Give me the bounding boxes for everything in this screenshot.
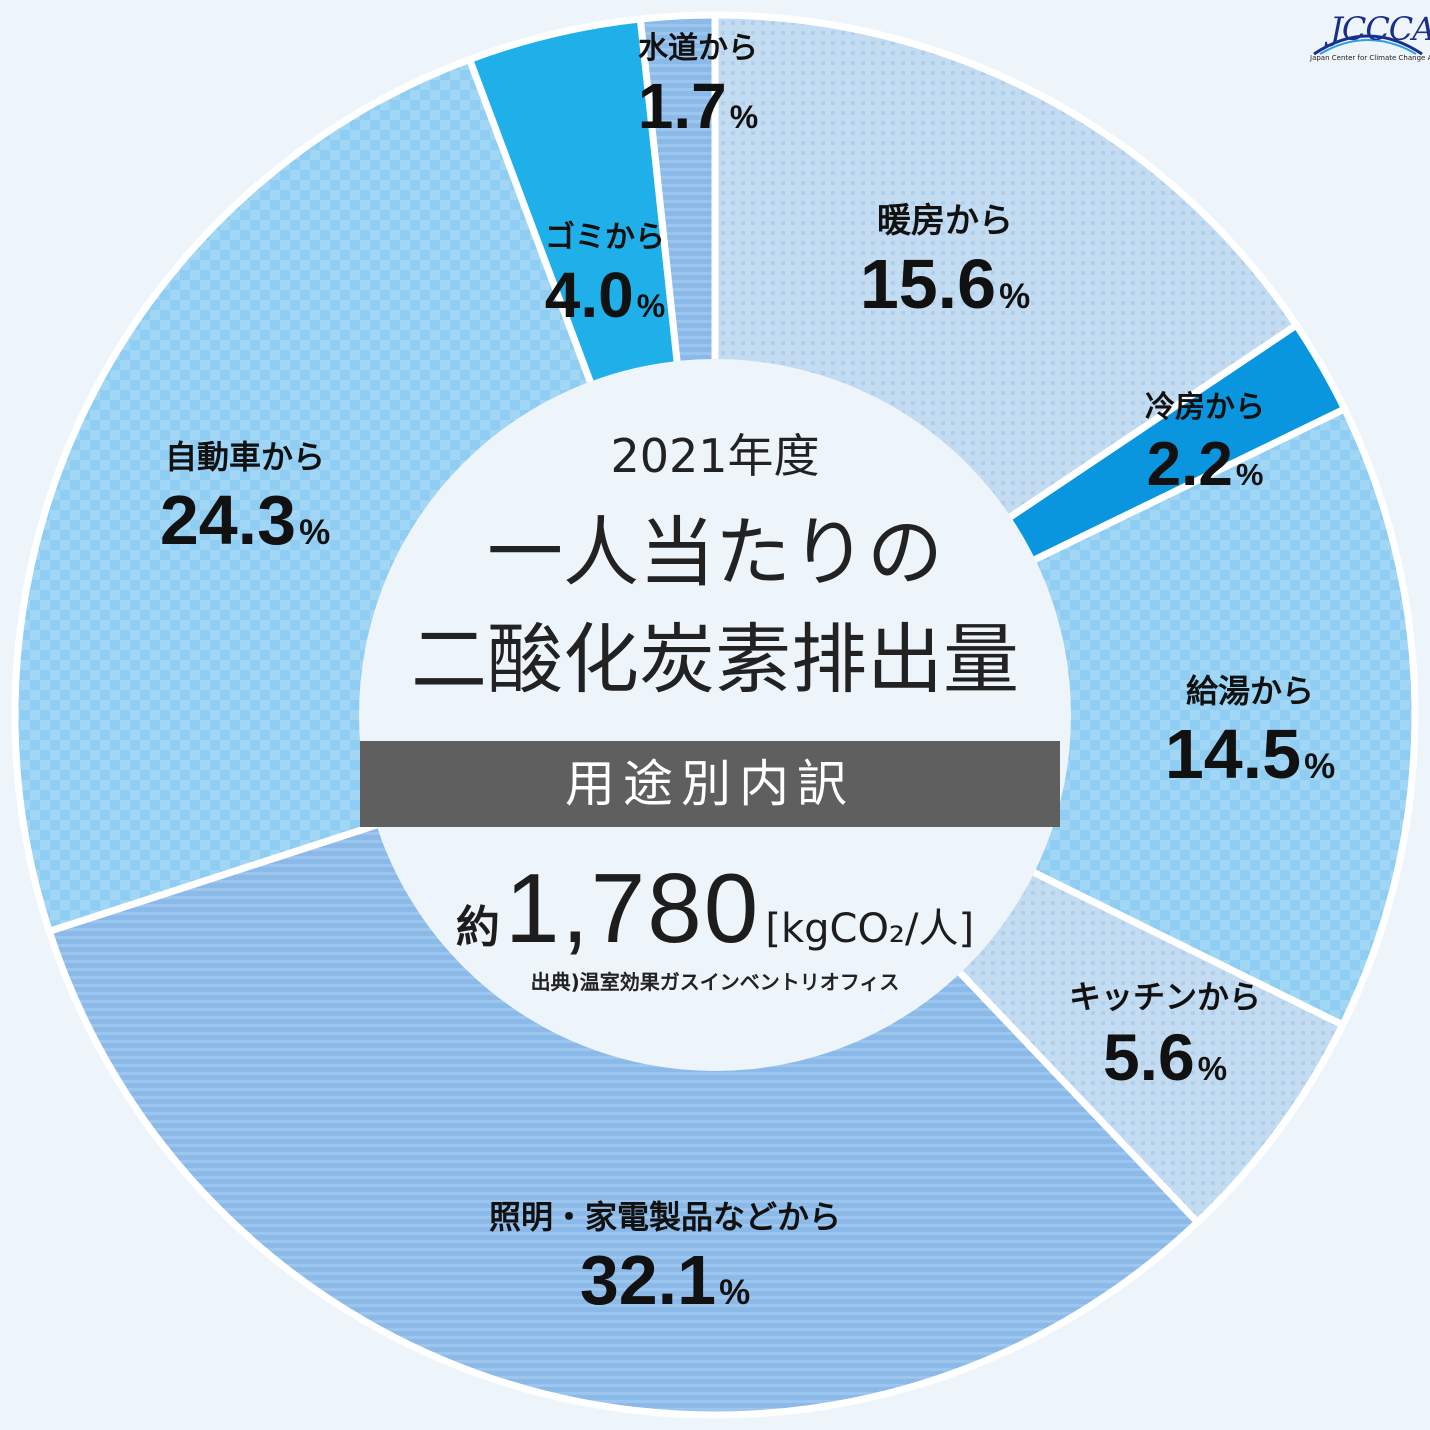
chart-title-line1: 一人当たりの [487, 508, 943, 597]
total-unit: [kgCO₂/人] [765, 906, 975, 952]
slice-label: 水道から [638, 31, 758, 66]
logo-arc-icon [1313, 34, 1423, 56]
chart-subtitle: 2021年度 [610, 429, 820, 483]
slice-labels: 暖房から15.6%冷房から2.2%給湯から14.5%キッチンから5.6%照明・家… [160, 31, 1335, 1319]
slice-label: キッチンから [1069, 978, 1261, 1016]
slice-label: 自動車から [165, 438, 325, 476]
slice-label: 冷房から [1145, 390, 1265, 425]
chart-title-line2: 二酸化炭素排出量 [411, 615, 1019, 704]
pie-slice [45, 711, 1201, 1419]
slice-label: 暖房から [877, 201, 1013, 241]
total-emissions: 約 1,780 [kgCO₂/人] [0, 852, 1430, 965]
donut-hole [359, 359, 1071, 1071]
logo-text: JCCCA [1330, 10, 1430, 48]
breakdown-band: 用途別内訳 [360, 741, 1060, 827]
total-prefix: 約 [455, 902, 500, 953]
slice-label: 照明・家電製品などから [489, 1198, 841, 1236]
jccca-logo: JCCCA Japan Center for Climate Change Ac… [1310, 8, 1430, 68]
slice-label: 給湯から [1186, 672, 1314, 710]
total-value: 1,780 [505, 853, 761, 963]
source-note: 出典)温室効果ガスインベントリオフィス [530, 970, 900, 994]
logo-subtext: Japan Center for Climate Change Actions [1310, 54, 1430, 62]
slice-label: ゴミから [545, 220, 665, 255]
